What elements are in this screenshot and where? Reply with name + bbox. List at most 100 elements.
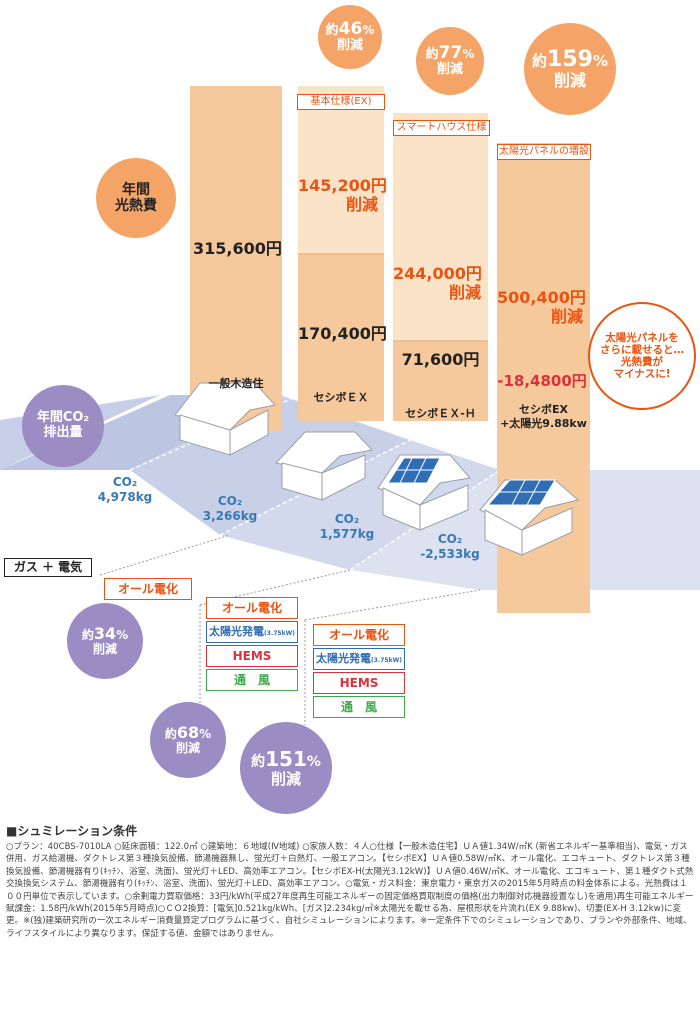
solar-power-label-1: 太陽光発電(3.75kW) xyxy=(206,621,298,643)
bar-cesibo-ex-saved xyxy=(298,86,384,254)
co2-floor-plane-2 xyxy=(130,395,410,535)
saving-amount: 500,400円 xyxy=(497,288,586,307)
bubble-number: 159 xyxy=(547,47,593,73)
bubble-number: 68 xyxy=(176,722,200,742)
bubble-pre: 約 xyxy=(251,753,266,770)
solar-power-kw: (3.75kW) xyxy=(371,657,402,664)
bubble-pre: 約 xyxy=(164,726,177,741)
bubble-pre: 約 xyxy=(532,52,548,71)
callout-line2: さらに載せると… xyxy=(600,343,684,356)
house-label-cesibo-exh: セシボＥＸ-Ｈ xyxy=(405,407,476,420)
hems-label-2: HEMS xyxy=(313,672,405,694)
bubble-label: 削減 xyxy=(553,71,586,91)
saving-amount: 145,200円 xyxy=(298,176,387,195)
saving-cesibo-solar: 500,400円 削減 xyxy=(497,288,586,326)
all-electric-label-2: オール電化 xyxy=(206,597,298,619)
bar-general-house xyxy=(190,86,282,431)
co2-cesibo-exh: CO₂ 1,577kg xyxy=(312,512,382,542)
hems-label-1: HEMS xyxy=(206,645,298,667)
bubble-label: 削減 xyxy=(270,769,301,788)
bubble-unit: % xyxy=(462,46,475,61)
co2-value: 1,577kg xyxy=(319,527,375,541)
spec-tag-smart-house: スマートハウス仕様 xyxy=(393,120,490,136)
bar-cesibo-ex xyxy=(298,254,384,421)
bubble-label: 削減 xyxy=(336,38,363,54)
saving-label: 削減 xyxy=(345,195,378,214)
co2-label: CO₂ xyxy=(437,532,463,546)
solar-callout-bubble: 太陽光パネルを さらに載せると… 光熱費が マイナスに! xyxy=(588,302,696,410)
spec-tag-solar-addition: 太陽光パネルの増設 xyxy=(497,144,591,160)
solar-power-text: 太陽光発電 xyxy=(209,625,265,638)
bubble-unit: % xyxy=(199,726,212,741)
bubble-number: 77 xyxy=(438,42,463,63)
bubble-pre: 約 xyxy=(325,22,339,38)
conditions-title: ■シュミレーション条件 xyxy=(6,824,138,838)
co2-label: CO₂ xyxy=(217,494,243,508)
bubble-unit: % xyxy=(306,753,321,770)
bubble-number: 46 xyxy=(338,18,363,39)
bubble-label: 削減 xyxy=(92,642,117,657)
energy-comparison-diagram: 基本仕様(EX) スマートハウス仕様 太陽光パネルの増設 約46% 削減 約77… xyxy=(0,5,700,814)
co2-label: CO₂ xyxy=(334,512,360,526)
co2-value: 3,266kg xyxy=(202,509,258,523)
house-cesibo-ex xyxy=(275,431,373,501)
ventilation-label-2: 通 風 xyxy=(313,696,405,718)
annual-co2-line1: 年間CO₂ xyxy=(36,410,90,426)
bubble-pre: 約 xyxy=(81,627,94,642)
house-label-cesibo-solar: セシボEX +太陽光9.88kw xyxy=(497,403,590,431)
solar-power-label-2: 太陽光発電(3.75kW) xyxy=(313,648,405,670)
house-cesibo-exh xyxy=(377,454,471,531)
co2-reduction-bubble-34: 約34% 削減 xyxy=(67,603,143,679)
co2-cesibo-solar: CO₂ -2,533kg xyxy=(413,532,487,562)
solar-power-text: 太陽光発電 xyxy=(316,652,372,665)
all-electric-label-3: オール電化 xyxy=(313,624,405,646)
bubble-number: 151 xyxy=(265,746,307,771)
callout-line1: 太陽光パネルを xyxy=(605,331,679,344)
cost-cesibo-solar: -18,4800円 xyxy=(497,372,587,390)
simulation-conditions: ■シュミレーション条件 ○プラン：40CBS-7010LA ○延床面積：122.… xyxy=(6,822,694,940)
solar-power-kw: (3.75kW) xyxy=(264,630,295,637)
bar-cesibo-exh xyxy=(393,341,488,421)
co2-general-house: CO₂ 4,978kg xyxy=(90,475,160,505)
saving-bubble-46: 約46% 削減 xyxy=(318,5,382,69)
callout-line3: 光熱費が xyxy=(621,356,663,368)
saving-label: 削減 xyxy=(550,307,583,326)
house-label-cesibo-ex: セシボＥＸ xyxy=(313,391,369,404)
gas-electric-label: ガス ＋ 電気 xyxy=(4,558,92,577)
diagram-graphics xyxy=(0,86,700,725)
co2-value: 4,978kg xyxy=(97,490,153,504)
house-label-line2: +太陽光9.88kw xyxy=(500,417,587,430)
house-label-line1: セシボEX xyxy=(519,403,568,416)
annual-cost-line2: 光熱費 xyxy=(115,198,157,214)
saving-bubble-77: 約77% 削減 xyxy=(416,27,484,95)
co2-reduction-bubble-68: 約68% 削減 xyxy=(150,702,226,778)
bubble-number: 34 xyxy=(93,623,117,643)
co2-cesibo-ex: CO₂ 3,266kg xyxy=(195,494,265,524)
house-label-general: 一般木造住 xyxy=(208,377,264,390)
saving-bubble-159: 約159% 削減 xyxy=(524,23,616,115)
annual-co2-bubble: 年間CO₂ 排出量 xyxy=(22,385,104,467)
bubble-pre: 約 xyxy=(425,46,439,62)
bubble-unit: % xyxy=(116,627,129,642)
bubble-unit: % xyxy=(362,22,375,37)
spec-tag-basic: 基本仕様(EX) xyxy=(297,94,385,110)
cost-cesibo-exh: 71,600円 xyxy=(401,350,480,369)
house-cesibo-solar xyxy=(479,479,580,556)
saving-cesibo-ex: 145,200円 削減 xyxy=(298,176,387,214)
co2-reduction-bubble-151: 約151% 削減 xyxy=(240,722,332,814)
ventilation-label-1: 通 風 xyxy=(206,669,298,691)
bubble-label: 削減 xyxy=(175,741,200,756)
co2-value: -2,533kg xyxy=(420,547,480,561)
callout-line4: マイナスに! xyxy=(613,368,671,381)
bar-cesibo-exh-saved xyxy=(393,113,488,341)
annual-cost-line1: 年間 xyxy=(122,181,150,198)
saving-cesibo-exh: 244,000円 削減 xyxy=(393,264,482,302)
saving-amount: 244,000円 xyxy=(393,264,482,283)
cost-cesibo-ex: 170,400円 xyxy=(298,324,387,343)
annual-co2-line2: 排出量 xyxy=(43,425,83,440)
house-general xyxy=(174,382,276,456)
saving-label: 削減 xyxy=(448,283,481,302)
co2-label: CO₂ xyxy=(112,475,138,489)
conditions-body: ○プラン：40CBS-7010LA ○延床面積：122.0㎡ ○建築地：６地域(… xyxy=(6,842,694,939)
bubble-unit: % xyxy=(592,52,608,71)
